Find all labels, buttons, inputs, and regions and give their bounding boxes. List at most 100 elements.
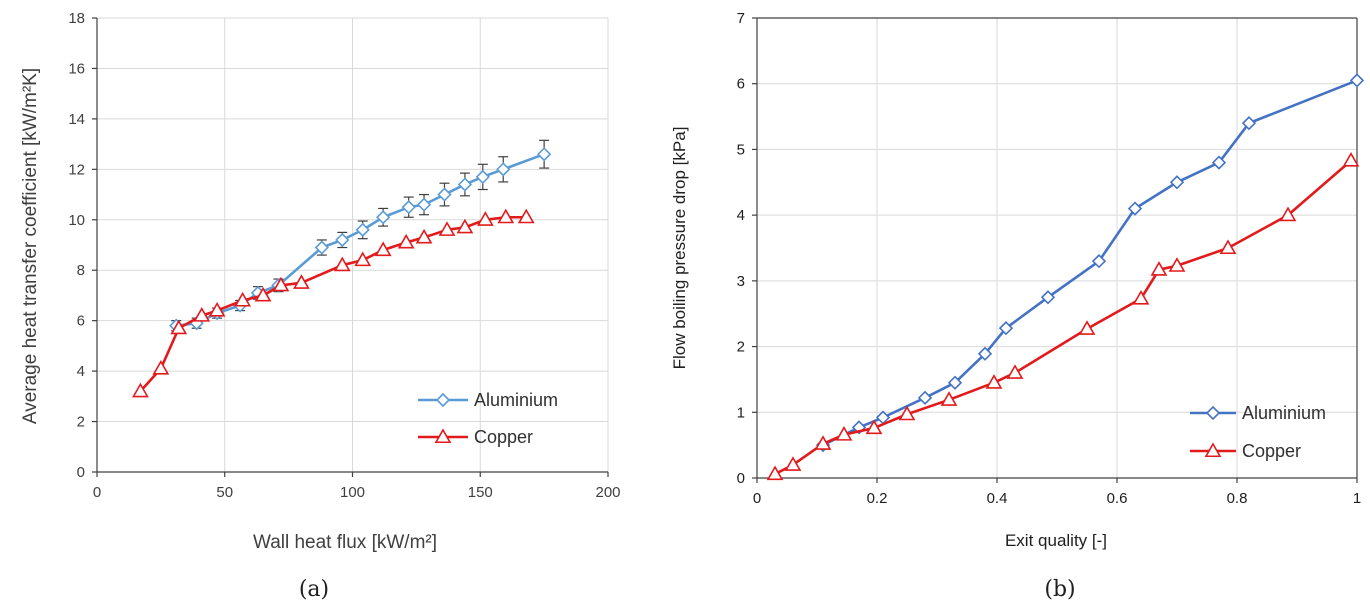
y-tick-label: 2	[77, 414, 85, 431]
data-point	[1241, 116, 1257, 131]
chart-b: 0 0.2 0.4 0.6 0.8 1 0 1 2 3 4 5 6 7 Aluminium Copper E…	[670, 10, 1365, 602]
data-point	[476, 211, 494, 226]
x-tick-label: 0	[93, 484, 101, 501]
legend-entry-aluminium: Aluminium	[1190, 403, 1326, 423]
data-point	[170, 319, 188, 335]
data-point	[947, 375, 963, 390]
data-point	[234, 291, 252, 307]
x-tick-label: 200	[595, 484, 620, 501]
legend-label: Aluminium	[474, 390, 558, 410]
data-point	[865, 419, 883, 435]
data-point	[784, 456, 802, 471]
series-line	[774, 159, 1352, 476]
data-point	[152, 359, 170, 375]
series-line	[822, 79, 1358, 447]
y-tick-label: 0	[737, 470, 745, 487]
chart-a-legend: Aluminium Copper	[418, 390, 558, 447]
data-point	[898, 405, 916, 421]
legend-marker	[434, 428, 452, 444]
y-tick-label: 4	[737, 207, 745, 224]
y-tick-label: 14	[68, 111, 85, 128]
y-tick-label: 2	[737, 339, 745, 356]
legend-marker	[1204, 442, 1222, 458]
data-point	[497, 208, 515, 224]
data-point	[1211, 155, 1227, 170]
chart-a: 0 50 100 150 200 0 2 4 6 8 10 12 14 16 18 Aluminium Cop…	[20, 10, 621, 602]
series-line	[176, 152, 545, 328]
data-point	[1091, 254, 1107, 269]
data-point	[415, 228, 433, 244]
x-tick-label: 0	[753, 490, 761, 507]
data-point	[416, 197, 432, 212]
y-tick-label: 18	[68, 10, 85, 27]
data-point	[1150, 261, 1168, 276]
data-point	[1342, 151, 1360, 167]
data-point	[193, 307, 211, 322]
data-point	[335, 232, 350, 248]
chart-a-grid	[97, 17, 609, 472]
data-point	[977, 346, 993, 361]
data-point	[355, 222, 370, 237]
x-tick-label: 1	[1353, 490, 1361, 507]
chart-b-x-axis-label: Exit quality [-]	[1005, 531, 1107, 550]
legend-entry-copper: Copper	[418, 427, 533, 447]
y-tick-label: 1	[737, 404, 745, 421]
chart-a-tick-labels: 0 50 100 150 200 0 2 4 6 8 10 12 14 16 18	[68, 10, 620, 501]
data-point	[314, 240, 329, 255]
data-point	[1040, 290, 1056, 305]
legend-entry-aluminium: Aluminium	[418, 390, 558, 410]
data-point	[917, 390, 933, 405]
x-tick-label: 0.2	[867, 490, 888, 507]
data-point	[1219, 239, 1237, 255]
series-copper	[132, 208, 535, 398]
chart-b-tick-labels: 0 0.2 0.4 0.6 0.8 1 0 1 2 3 4 5 6 7	[737, 10, 1362, 507]
data-point	[438, 221, 456, 236]
y-tick-label: 8	[77, 262, 85, 279]
x-tick-label: 100	[340, 484, 365, 501]
chart-a-x-axis-label: Wall heat flux [kW/m²]	[253, 532, 437, 553]
data-point	[985, 374, 1003, 389]
data-point	[814, 435, 832, 450]
data-point	[1168, 257, 1186, 272]
data-point	[374, 241, 392, 257]
data-point	[475, 169, 490, 185]
legend-label: Aluminium	[1242, 403, 1326, 423]
data-point	[536, 147, 552, 162]
y-tick-label: 4	[77, 363, 85, 380]
legend-label: Copper	[474, 427, 533, 447]
y-tick-label: 10	[68, 212, 85, 229]
x-tick-label: 50	[216, 484, 233, 501]
caption-a: (a)	[299, 577, 329, 602]
y-tick-label: 7	[737, 10, 745, 27]
chart-a-series	[132, 139, 552, 398]
x-tick-label: 0.4	[987, 490, 1008, 507]
chart-b-legend: Aluminium Copper	[1190, 403, 1326, 461]
chart-a-y-axis-label: Average heat transfer coefficient [kW/m²…	[20, 68, 41, 424]
chart-b-axes	[752, 17, 1358, 483]
y-tick-label: 6	[77, 313, 85, 330]
data-point	[333, 256, 351, 272]
data-point	[208, 301, 226, 317]
series-aluminium	[815, 73, 1365, 453]
data-point	[1279, 206, 1297, 222]
caption-b: (b)	[1044, 577, 1075, 602]
y-tick-label: 3	[737, 273, 745, 290]
legend-entry-copper: Copper	[1190, 441, 1301, 461]
data-point	[1078, 320, 1096, 335]
data-point	[456, 218, 474, 234]
data-point	[517, 208, 535, 224]
data-point	[496, 162, 511, 177]
data-point	[1006, 364, 1024, 379]
data-point	[1132, 289, 1150, 305]
data-point	[397, 233, 415, 249]
data-point	[437, 187, 452, 202]
legend-marker	[1205, 405, 1221, 421]
chart-b-y-axis-label: Flow boiling pressure drop [kPa]	[670, 127, 689, 370]
data-point	[401, 200, 416, 215]
data-point	[766, 465, 784, 481]
chart-b-series	[766, 73, 1365, 481]
x-tick-label: 0.6	[1107, 490, 1128, 507]
data-point	[998, 321, 1014, 336]
series-copper	[766, 151, 1360, 481]
